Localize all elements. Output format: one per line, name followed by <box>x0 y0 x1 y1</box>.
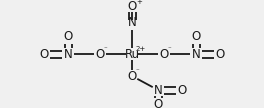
Text: O: O <box>153 98 163 108</box>
Text: O: O <box>177 83 187 97</box>
Text: O: O <box>191 29 201 43</box>
Text: ⁻: ⁻ <box>104 46 107 52</box>
Text: ⁻: ⁻ <box>168 46 172 52</box>
Text: N: N <box>154 83 162 97</box>
Text: N: N <box>128 16 136 29</box>
Text: Ru: Ru <box>124 48 140 60</box>
Text: ⁻: ⁻ <box>136 68 140 74</box>
Text: O: O <box>39 48 49 60</box>
Text: N: N <box>192 48 200 60</box>
Text: O: O <box>159 48 169 60</box>
Text: +: + <box>136 0 142 5</box>
Text: O: O <box>63 29 73 43</box>
Text: O: O <box>215 48 225 60</box>
Text: O: O <box>127 1 137 14</box>
Text: 2+: 2+ <box>136 46 146 52</box>
Text: O: O <box>127 70 137 83</box>
Text: O: O <box>95 48 105 60</box>
Text: N: N <box>64 48 72 60</box>
